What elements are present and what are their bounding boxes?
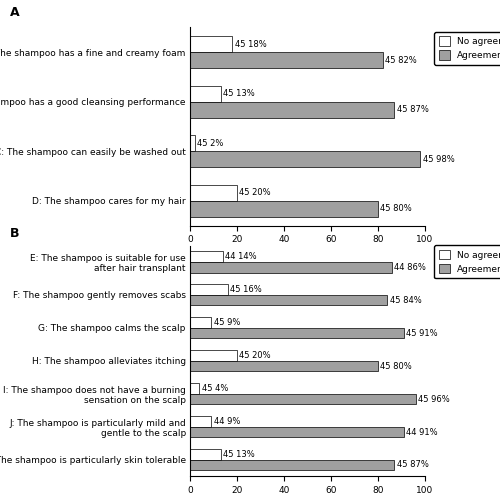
Bar — [190, 416, 211, 427]
Text: 45 87%: 45 87% — [397, 105, 428, 114]
Bar — [190, 427, 404, 437]
Bar — [190, 135, 194, 151]
Text: 45 16%: 45 16% — [230, 285, 262, 294]
Text: 45 82%: 45 82% — [385, 56, 417, 64]
Bar — [190, 36, 232, 52]
Bar — [190, 394, 416, 404]
Bar — [190, 449, 220, 460]
Bar — [190, 383, 200, 394]
Bar — [190, 102, 394, 118]
Text: 45 2%: 45 2% — [197, 139, 224, 148]
X-axis label: Approval rate (%): Approval rate (%) — [262, 250, 354, 260]
Bar — [190, 86, 220, 102]
Bar — [190, 201, 378, 217]
Text: 45 13%: 45 13% — [223, 450, 254, 459]
Text: 44 9%: 44 9% — [214, 417, 240, 426]
Text: 45 13%: 45 13% — [223, 89, 254, 98]
Bar — [190, 185, 237, 201]
Text: 45 96%: 45 96% — [418, 394, 450, 404]
Text: 45 87%: 45 87% — [397, 460, 428, 469]
Text: 44 14%: 44 14% — [225, 252, 257, 261]
Text: 45 91%: 45 91% — [406, 329, 438, 338]
Bar — [190, 317, 211, 328]
Text: 45 84%: 45 84% — [390, 296, 422, 305]
Bar — [190, 284, 228, 295]
Text: 45 80%: 45 80% — [380, 362, 412, 371]
Text: 45 80%: 45 80% — [380, 204, 412, 213]
Text: 44 91%: 44 91% — [406, 428, 438, 436]
Bar — [190, 350, 237, 361]
Text: 45 18%: 45 18% — [234, 40, 266, 49]
Legend: No agreement, Agreement: No agreement, Agreement — [434, 32, 500, 64]
Bar — [190, 295, 388, 306]
Text: 45 20%: 45 20% — [240, 351, 271, 360]
Bar — [190, 328, 404, 338]
Text: 45 98%: 45 98% — [422, 155, 454, 164]
Text: 45 20%: 45 20% — [240, 188, 271, 197]
Bar — [190, 460, 394, 470]
Bar — [190, 251, 223, 262]
Bar — [190, 361, 378, 372]
Bar — [190, 52, 382, 68]
Text: A: A — [10, 6, 20, 19]
Bar — [190, 151, 420, 167]
Text: 45 9%: 45 9% — [214, 318, 240, 327]
Legend: No agreement, Agreement: No agreement, Agreement — [434, 246, 500, 278]
Bar — [190, 262, 392, 272]
Text: B: B — [10, 227, 20, 240]
Text: 45 4%: 45 4% — [202, 384, 228, 393]
Text: 44 86%: 44 86% — [394, 263, 426, 272]
